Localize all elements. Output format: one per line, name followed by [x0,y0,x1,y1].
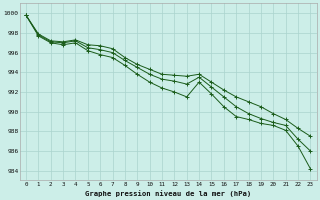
X-axis label: Graphe pression niveau de la mer (hPa): Graphe pression niveau de la mer (hPa) [85,190,251,197]
